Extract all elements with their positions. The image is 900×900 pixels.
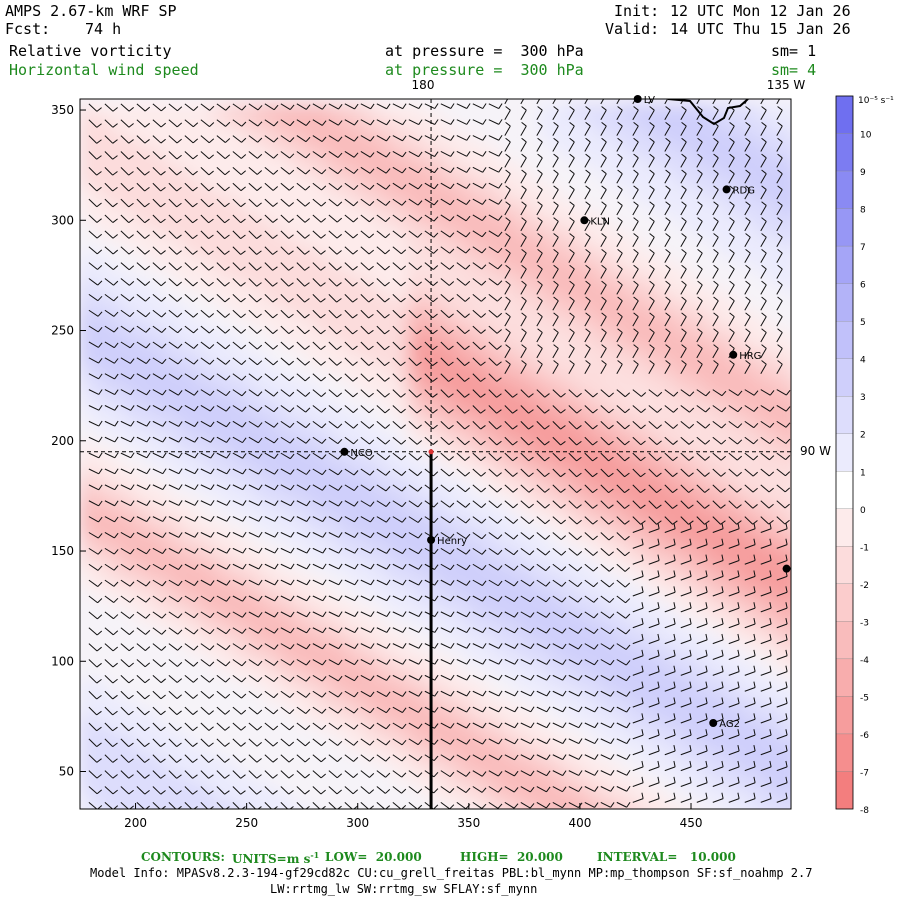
vorticity-cell [548,808,563,809]
init-time: 12 UTC Mon 12 Jan 26 [670,2,851,20]
vorticity-cell [158,798,173,809]
vorticity-cell [188,808,203,809]
vorticity-cell [198,798,213,809]
vorticity-cell [278,798,293,809]
vorticity-cell [178,808,193,809]
vorticity-cell [208,808,223,809]
vorticity-cell [218,808,233,809]
vorticity-cell [108,798,123,809]
init-label: Init: [614,2,660,20]
vorticity-cell [518,808,533,809]
vorticity-cell [188,798,203,809]
field2-smoothing: sm= 4 [771,61,817,79]
vorticity-cell [538,808,553,809]
vorticity-cell [478,808,493,809]
vorticity-cell [288,808,303,809]
vorticity-cell [628,808,643,809]
vorticity-cell [198,808,213,809]
vorticity-cell [118,798,133,809]
vorticity-cell [148,798,163,809]
vorticity-cell [748,808,763,809]
vorticity-cell [238,798,253,809]
vorticity-cell [778,808,791,809]
vorticity-cell [598,808,613,809]
vorticity-cell [278,808,293,809]
vorticity-cell [658,808,673,809]
vorticity-cell [268,798,283,809]
vorticity-cell [788,808,791,809]
vorticity-cell [268,808,283,809]
vorticity-cell [608,808,623,809]
vorticity-cell [498,808,513,809]
vorticity-cell [148,808,163,809]
vorticity-cell [528,808,543,809]
field1-smoothing: sm= 1 [771,42,817,60]
valid-time: 14 UTC Thu 15 Jan 26 [670,20,851,38]
field1-level: at pressure = 300 hPa [385,42,584,60]
forecast-hour: 74 h [85,20,122,38]
vorticity-cell [638,808,653,809]
vorticity-cell [168,798,183,809]
vorticity-cell [80,808,93,809]
field1-name: Relative vorticity [9,42,172,60]
vorticity-cell [728,808,743,809]
vorticity-cell [488,808,503,809]
vorticity-cell [738,808,753,809]
vorticity-cell [618,808,633,809]
vorticity-cell [758,808,773,809]
vorticity-cell [168,808,183,809]
vorticity-cell [648,808,663,809]
vorticity-cell [138,798,153,809]
field2-name: Horizontal wind speed [9,61,199,79]
vorticity-cell [80,798,93,809]
field2-level: at pressure = 300 hPa [385,61,584,79]
vorticity-cell [258,808,273,809]
vorticity-cell [108,808,123,809]
vorticity-cell [88,798,103,809]
vorticity-cell [248,798,263,809]
vorticity-cell [508,808,523,809]
vorticity-cell [208,798,223,809]
vorticity-cell [218,798,233,809]
model-title: AMPS 2.67-km WRF SP [5,2,177,20]
vorticity-shading [80,103,791,809]
vorticity-cell [98,808,113,809]
valid-label: Valid: [605,20,660,38]
vorticity-cell [768,808,783,809]
forecast-label: Fcst: [5,20,51,38]
vorticity-cell [158,808,173,809]
vorticity-cell [228,798,243,809]
vorticity-cell [298,808,313,809]
vorticity-cell [88,808,103,809]
